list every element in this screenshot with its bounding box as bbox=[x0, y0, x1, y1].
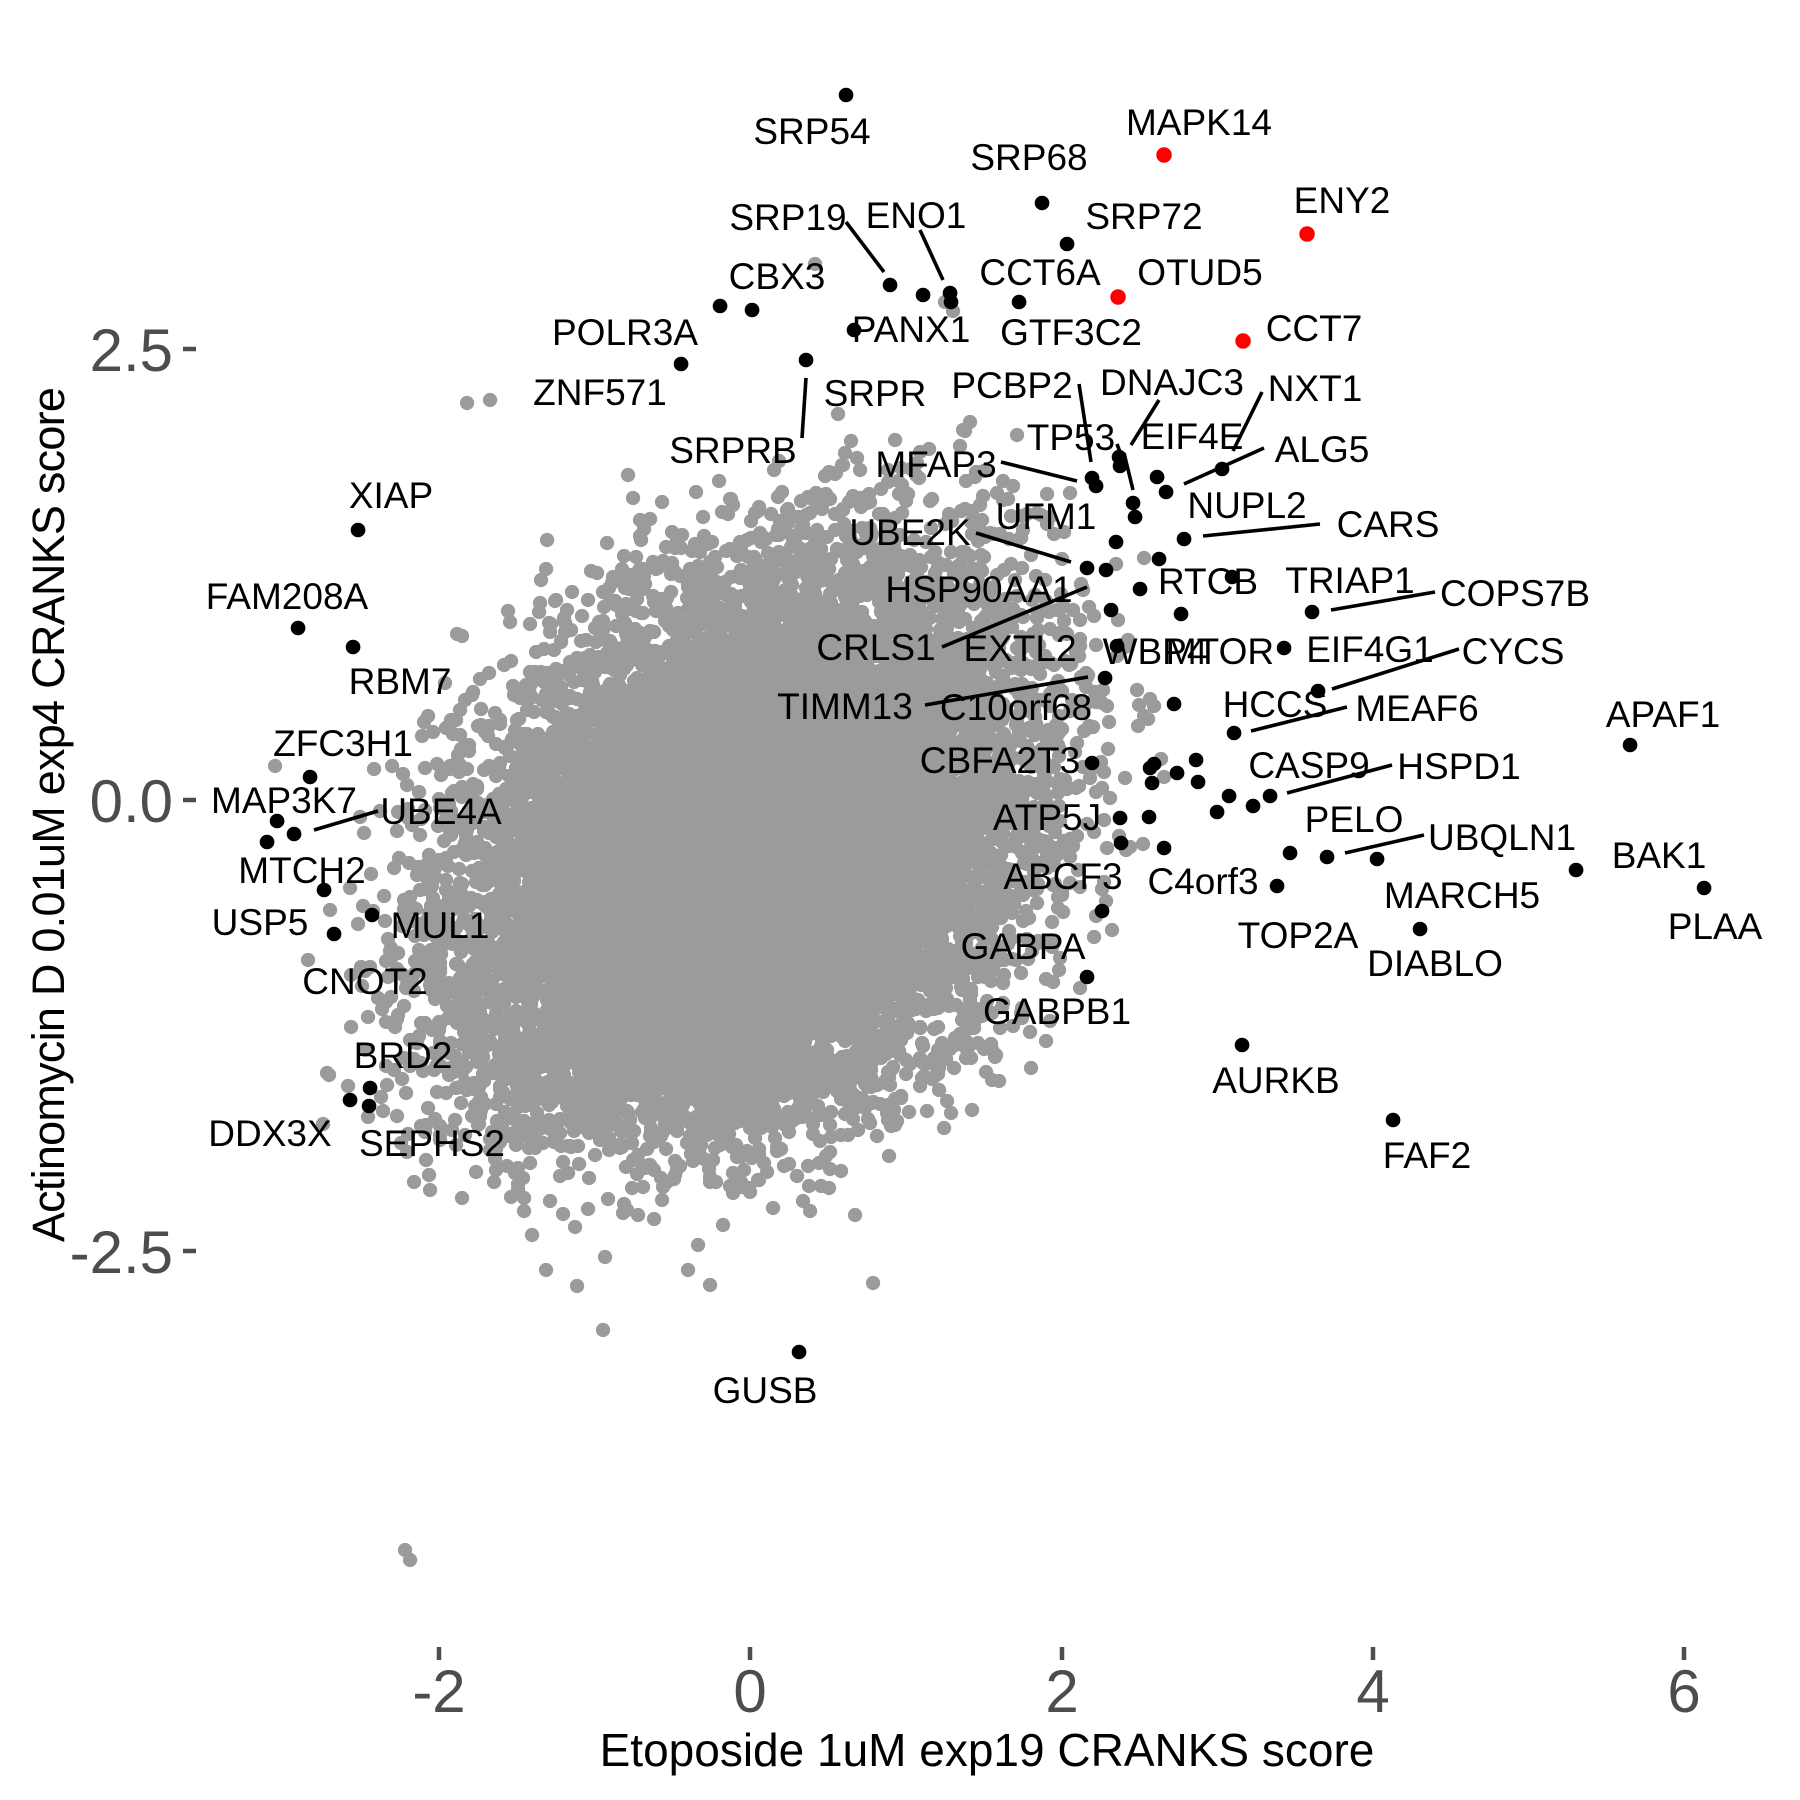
svg-text:-2: -2 bbox=[412, 1658, 465, 1725]
svg-text:HCCS: HCCS bbox=[1223, 684, 1328, 725]
svg-text:NXT1: NXT1 bbox=[1268, 368, 1363, 409]
svg-text:USP5: USP5 bbox=[212, 902, 309, 943]
svg-text:SRP54: SRP54 bbox=[753, 111, 870, 152]
svg-text:HSP90AA1: HSP90AA1 bbox=[885, 569, 1072, 610]
svg-text:POLR3A: POLR3A bbox=[552, 312, 698, 353]
svg-text:ATP5J: ATP5J bbox=[993, 797, 1101, 838]
svg-text:-2.5: -2.5 bbox=[70, 1219, 173, 1286]
svg-text:AURKB: AURKB bbox=[1212, 1060, 1339, 1101]
svg-text:OTUD5: OTUD5 bbox=[1137, 252, 1262, 293]
svg-text:CARS: CARS bbox=[1337, 504, 1440, 545]
svg-text:EIF4G1: EIF4G1 bbox=[1306, 629, 1434, 670]
svg-text:GUSB: GUSB bbox=[713, 1370, 818, 1411]
svg-text:GABPB1: GABPB1 bbox=[983, 991, 1131, 1032]
svg-text:Actinomycin D 0.01uM exp4 CRAN: Actinomycin D 0.01uM exp4 CRANKS score bbox=[23, 388, 74, 1242]
svg-text:MEAF6: MEAF6 bbox=[1355, 688, 1478, 729]
svg-text:CBX3: CBX3 bbox=[729, 256, 826, 297]
svg-text:TP53: TP53 bbox=[1027, 417, 1115, 458]
svg-text:HSPD1: HSPD1 bbox=[1397, 746, 1520, 787]
svg-text:TRIAP1: TRIAP1 bbox=[1285, 560, 1415, 601]
svg-text:ALG5: ALG5 bbox=[1275, 429, 1370, 470]
svg-text:SRPRB: SRPRB bbox=[669, 430, 796, 471]
svg-text:CRLS1: CRLS1 bbox=[816, 627, 935, 668]
svg-text:ZNF571: ZNF571 bbox=[533, 372, 667, 413]
svg-text:MARCH5: MARCH5 bbox=[1384, 875, 1540, 916]
svg-text:FAF2: FAF2 bbox=[1383, 1135, 1471, 1176]
svg-text:TOP2A: TOP2A bbox=[1238, 915, 1359, 956]
svg-text:XIAP: XIAP bbox=[349, 475, 433, 516]
svg-text:RTCB: RTCB bbox=[1158, 561, 1258, 602]
svg-text:Etoposide 1uM exp19 CRANKS sco: Etoposide 1uM exp19 CRANKS score bbox=[600, 1724, 1375, 1776]
svg-text:NUPL2: NUPL2 bbox=[1187, 485, 1306, 526]
svg-text:SRPR: SRPR bbox=[824, 373, 927, 414]
svg-text:0.0: 0.0 bbox=[90, 768, 173, 835]
svg-text:APAF1: APAF1 bbox=[1606, 694, 1720, 735]
svg-text:EXTL2: EXTL2 bbox=[963, 628, 1076, 669]
svg-text:ENO1: ENO1 bbox=[866, 195, 967, 236]
svg-text:C10orf68: C10orf68 bbox=[940, 687, 1092, 728]
svg-text:FAM208A: FAM208A bbox=[206, 576, 369, 617]
svg-text:UBQLN1: UBQLN1 bbox=[1428, 817, 1576, 858]
svg-text:SRP68: SRP68 bbox=[970, 137, 1087, 178]
svg-text:BAK1: BAK1 bbox=[1612, 835, 1707, 876]
svg-text:CCT6A: CCT6A bbox=[979, 252, 1101, 293]
svg-text:DDX3X: DDX3X bbox=[208, 1113, 331, 1154]
svg-text:ZFC3H1: ZFC3H1 bbox=[273, 723, 413, 764]
svg-text:SRP19: SRP19 bbox=[729, 197, 846, 238]
svg-text:UBE2K: UBE2K bbox=[849, 512, 971, 553]
svg-text:RBM7: RBM7 bbox=[349, 661, 452, 702]
svg-text:ABCF3: ABCF3 bbox=[1003, 856, 1122, 897]
svg-text:PANX1: PANX1 bbox=[852, 309, 971, 350]
svg-text:PCBP2: PCBP2 bbox=[951, 365, 1072, 406]
svg-text:SEPHS2: SEPHS2 bbox=[359, 1123, 505, 1164]
svg-text:BRD2: BRD2 bbox=[354, 1035, 453, 1076]
svg-text:SRP72: SRP72 bbox=[1085, 196, 1202, 237]
svg-text:TIMM13: TIMM13 bbox=[777, 686, 913, 727]
svg-text:CNOT2: CNOT2 bbox=[302, 961, 427, 1002]
svg-text:DNAJC3: DNAJC3 bbox=[1100, 362, 1244, 403]
svg-text:C4orf3: C4orf3 bbox=[1147, 861, 1258, 902]
svg-text:CCT7: CCT7 bbox=[1266, 308, 1363, 349]
svg-text:COPS7B: COPS7B bbox=[1440, 573, 1590, 614]
svg-text:MFAP3: MFAP3 bbox=[875, 444, 996, 485]
svg-text:MAPK14: MAPK14 bbox=[1126, 102, 1272, 143]
svg-text:CBFA2T3: CBFA2T3 bbox=[920, 740, 1080, 781]
svg-text:0: 0 bbox=[733, 1658, 766, 1725]
svg-text:ENY2: ENY2 bbox=[1294, 180, 1391, 221]
svg-text:DIABLO: DIABLO bbox=[1367, 943, 1503, 984]
svg-text:2.5: 2.5 bbox=[90, 317, 173, 384]
svg-text:PELO: PELO bbox=[1305, 799, 1404, 840]
svg-text:EIF4E: EIF4E bbox=[1141, 416, 1244, 457]
svg-text:PLAA: PLAA bbox=[1668, 906, 1763, 947]
svg-text:CASP9: CASP9 bbox=[1248, 745, 1369, 786]
svg-text:WBP4: WBP4 bbox=[1103, 631, 1208, 672]
svg-text:UBE4A: UBE4A bbox=[380, 791, 502, 832]
svg-text:MTCH2: MTCH2 bbox=[238, 850, 365, 891]
svg-text:MTOR: MTOR bbox=[1166, 631, 1274, 672]
svg-text:MAP3K7: MAP3K7 bbox=[211, 780, 357, 821]
svg-text:MUL1: MUL1 bbox=[391, 905, 490, 946]
svg-text:GTF3C2: GTF3C2 bbox=[1000, 312, 1142, 353]
svg-text:UFM1: UFM1 bbox=[996, 496, 1097, 537]
svg-text:2: 2 bbox=[1045, 1658, 1078, 1725]
svg-text:6: 6 bbox=[1667, 1658, 1700, 1725]
svg-text:4: 4 bbox=[1356, 1658, 1389, 1725]
svg-text:GABPA: GABPA bbox=[961, 926, 1086, 967]
svg-text:CYCS: CYCS bbox=[1462, 631, 1565, 672]
